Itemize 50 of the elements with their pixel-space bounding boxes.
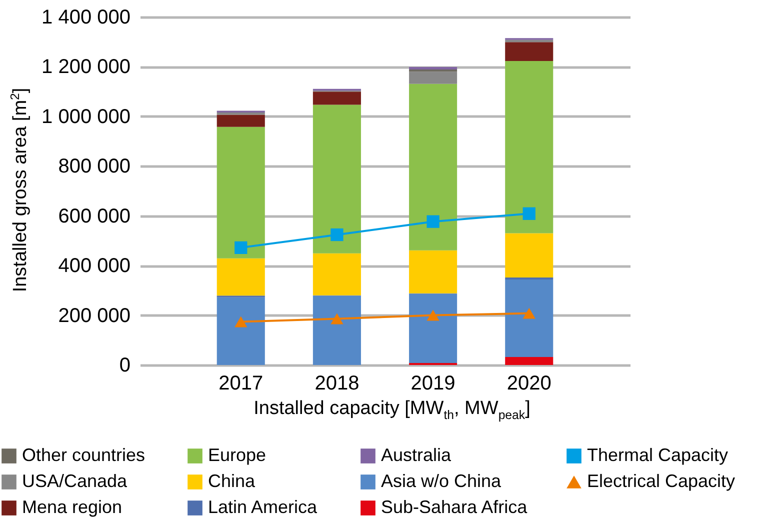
- point: [522, 308, 536, 319]
- bar: [312, 92, 361, 105]
- bar: [312, 296, 361, 365]
- point: [330, 228, 344, 242]
- bar: [216, 126, 265, 258]
- bar: [409, 250, 458, 294]
- bar: [216, 297, 265, 365]
- bar: [216, 258, 265, 296]
- x-tick-label: 2020: [506, 372, 552, 394]
- point: [330, 313, 344, 324]
- y-tick-label: 1 200 000: [42, 56, 130, 78]
- bar: [505, 42, 554, 61]
- y-tick-label: 200 000: [58, 304, 130, 327]
- point: [522, 207, 536, 220]
- x-tick-label: 2018: [314, 372, 360, 394]
- point: [234, 316, 248, 328]
- bar: [409, 294, 458, 364]
- legend-label: USA/Canada: [22, 471, 128, 491]
- bar: [409, 84, 458, 250]
- bar: [409, 66, 458, 70]
- legend-label: Europe: [208, 445, 266, 465]
- bar: [409, 72, 458, 84]
- x-tick-label: 2019: [410, 372, 456, 394]
- bar: [505, 233, 554, 278]
- point: [426, 215, 440, 228]
- legend-label: Latin America: [208, 497, 318, 517]
- y-tick-label: 600 000: [58, 205, 130, 228]
- legend-label: Sub-Sahara Africa: [381, 497, 528, 517]
- bar: [312, 253, 361, 296]
- point: [426, 310, 440, 321]
- point: [234, 241, 248, 254]
- bar: [505, 60, 554, 234]
- bar: [505, 279, 554, 358]
- bar: [216, 114, 265, 127]
- y-tick-label: 800 000: [58, 156, 130, 178]
- x-tick-label: 2017: [218, 372, 264, 394]
- legend-label: Australia: [381, 445, 452, 465]
- legend-label: Mena region: [22, 497, 122, 517]
- legend-label: China: [208, 471, 256, 491]
- y-tick-label: 1 400 000: [42, 6, 130, 28]
- legend-label: Electrical Capacity: [587, 471, 736, 491]
- y-tick-label: 400 000: [58, 255, 130, 278]
- y-tick-label: 0: [119, 354, 130, 376]
- legend-label: Thermal Capacity: [587, 445, 728, 465]
- legend-label: Other countries: [22, 445, 146, 465]
- legend-label: Asia w/o China: [381, 471, 502, 491]
- bar: [312, 104, 361, 254]
- x-axis-title: Installed capacity [MW$_{th}$, MW$_{peak}$]: [252, 398, 532, 422]
- bar: [505, 357, 554, 365]
- y-tick-label: 1 000 000: [42, 106, 130, 128]
